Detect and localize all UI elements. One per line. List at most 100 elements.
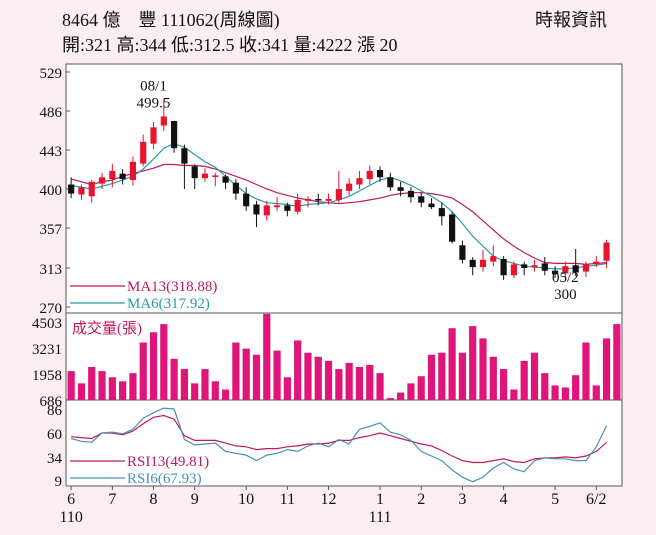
legend-label: MA6(317.92) xyxy=(127,296,210,312)
volume-bar xyxy=(407,383,415,400)
rsi-axis-tick-label: 34 xyxy=(47,451,63,467)
x-axis-tick-label: 8 xyxy=(150,491,158,508)
candle-body xyxy=(521,264,528,268)
candle-body xyxy=(253,204,260,215)
price-axis-tick-label: 313 xyxy=(40,262,63,278)
x-axis-tick-label: 5 xyxy=(551,491,559,508)
volume-bar xyxy=(438,352,446,400)
volume-bar xyxy=(129,373,137,400)
rsi-axis-tick-label: 60 xyxy=(47,427,62,443)
volume-bar xyxy=(582,342,590,400)
candle-body xyxy=(160,116,167,126)
candle-body xyxy=(593,261,600,265)
ma13-line xyxy=(70,163,607,266)
volume-bar xyxy=(602,338,611,400)
rsi13-line xyxy=(71,414,607,464)
volume-bar xyxy=(530,352,539,400)
volume-axis-tick-label: 686 xyxy=(40,394,63,410)
volume-bar xyxy=(561,387,569,400)
candle-body xyxy=(119,173,126,180)
volume-bar xyxy=(88,367,96,400)
candle-body xyxy=(140,141,147,164)
candle-body xyxy=(294,199,301,212)
price-axis-tick-label: 486 xyxy=(40,105,63,121)
x-axis-tick-label: 4 xyxy=(500,491,508,508)
volume-bar xyxy=(149,332,158,400)
volume-bar xyxy=(273,350,281,400)
volume-bar xyxy=(201,369,209,400)
x-axis-tick-label: 10 xyxy=(238,491,254,508)
candle-body xyxy=(407,190,415,198)
candle-body xyxy=(191,166,198,179)
candle-body xyxy=(284,205,291,211)
chart-title: 8464 億 豐 111062(周線圖) xyxy=(62,10,280,30)
volume-bar xyxy=(242,348,250,400)
volume-bar xyxy=(489,356,497,400)
volume-bar xyxy=(366,364,374,400)
volume-bar xyxy=(314,356,322,400)
volume-bar xyxy=(427,354,436,400)
candle-body xyxy=(98,177,106,184)
candle-body xyxy=(376,169,384,178)
candle-body xyxy=(325,199,332,201)
volume-bar xyxy=(67,371,75,400)
legend-label: MA13(318.88) xyxy=(127,279,217,295)
candle-body xyxy=(129,161,137,180)
volume-bar xyxy=(108,377,116,400)
candle-body xyxy=(418,196,425,203)
volume-bar xyxy=(160,324,168,400)
candle-body xyxy=(366,170,373,180)
ohlc-summary: 開:321 高:344 低:312.5 收:341 量:4222 漲 20 xyxy=(62,35,398,55)
x-axis-tick-label: 9 xyxy=(191,491,199,508)
price-axis-tick-label: 400 xyxy=(40,183,63,199)
volume-bar xyxy=(191,383,199,400)
volume-bar xyxy=(592,385,600,400)
volume-bar xyxy=(304,352,312,400)
candle-body xyxy=(490,256,497,262)
candle-body xyxy=(335,189,342,200)
volume-bar xyxy=(397,392,405,400)
candle-body xyxy=(541,263,548,271)
candle-body xyxy=(387,177,394,188)
volume-panel-label: 成交量(張) xyxy=(72,319,142,337)
volume-bar xyxy=(77,383,86,400)
x-axis-year-label: 110 xyxy=(59,509,82,526)
volume-bar xyxy=(376,373,384,400)
volume-bar xyxy=(263,313,271,400)
annotation-date: 05/2 xyxy=(552,270,579,286)
rsi-axis-tick-label: 86 xyxy=(47,403,63,419)
volume-bar xyxy=(139,342,147,400)
volume-bar xyxy=(98,371,106,400)
volume-bar xyxy=(324,360,333,400)
candle-body xyxy=(88,181,95,197)
volume-bar xyxy=(541,373,549,400)
price-axis-tick-label: 270 xyxy=(40,301,63,317)
plot-frame xyxy=(65,63,623,487)
candle-body xyxy=(356,178,363,185)
candle-body xyxy=(181,148,188,164)
annotation-value: 300 xyxy=(554,287,577,303)
x-axis-tick-label: 3 xyxy=(458,491,466,508)
volume-bar xyxy=(448,328,456,400)
volume-bar xyxy=(335,369,343,400)
volume-bar xyxy=(180,369,189,400)
candle-body xyxy=(243,193,250,207)
candle-body xyxy=(562,266,569,274)
candle-body xyxy=(171,120,178,149)
volume-bar xyxy=(345,362,353,400)
candle-body xyxy=(603,242,610,261)
legend-label: RSI13(49.81) xyxy=(127,454,209,470)
candle-body xyxy=(222,176,229,183)
candle-body xyxy=(428,203,435,208)
price-axis-tick-label: 443 xyxy=(40,144,63,160)
volume-bar xyxy=(119,381,127,400)
x-axis-tick-label: 12 xyxy=(321,491,337,508)
volume-bar xyxy=(221,389,230,400)
volume-bar xyxy=(283,377,291,400)
volume-bar xyxy=(510,389,518,400)
candle-body xyxy=(510,264,517,276)
candle-body xyxy=(582,264,590,272)
legend-label: RSI6(67.93) xyxy=(127,471,202,487)
candle-body xyxy=(263,205,270,216)
